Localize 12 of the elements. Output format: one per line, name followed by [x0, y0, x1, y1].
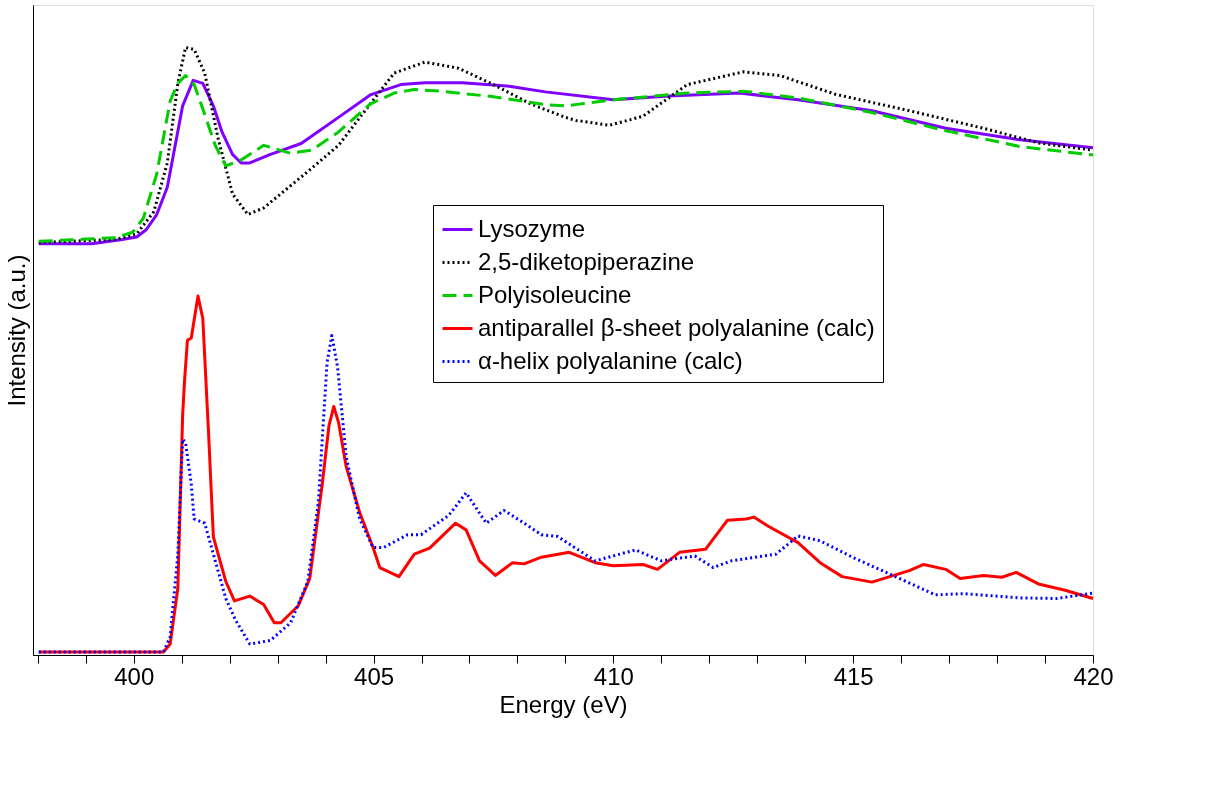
y-axis-title: Intensity (a.u.) — [2, 254, 30, 407]
legend-label: Lysozyme — [478, 214, 586, 242]
x-tick-label: 420 — [1073, 662, 1114, 690]
legend-label: 2,5-diketopiperazine — [478, 247, 695, 275]
x-tick-label: 400 — [114, 662, 155, 690]
x-tick-label: 405 — [354, 662, 395, 690]
x-tick-label: 410 — [593, 662, 634, 690]
legend-label: Polyisoleucine — [478, 280, 632, 308]
x-tick-label: 415 — [833, 662, 874, 690]
legend-label: α-helix polyalanine (calc) — [478, 346, 743, 374]
x-axis-title: Energy (eV) — [499, 690, 628, 718]
legend-label: antiparallel β-sheet polyalanine (calc) — [478, 313, 875, 341]
